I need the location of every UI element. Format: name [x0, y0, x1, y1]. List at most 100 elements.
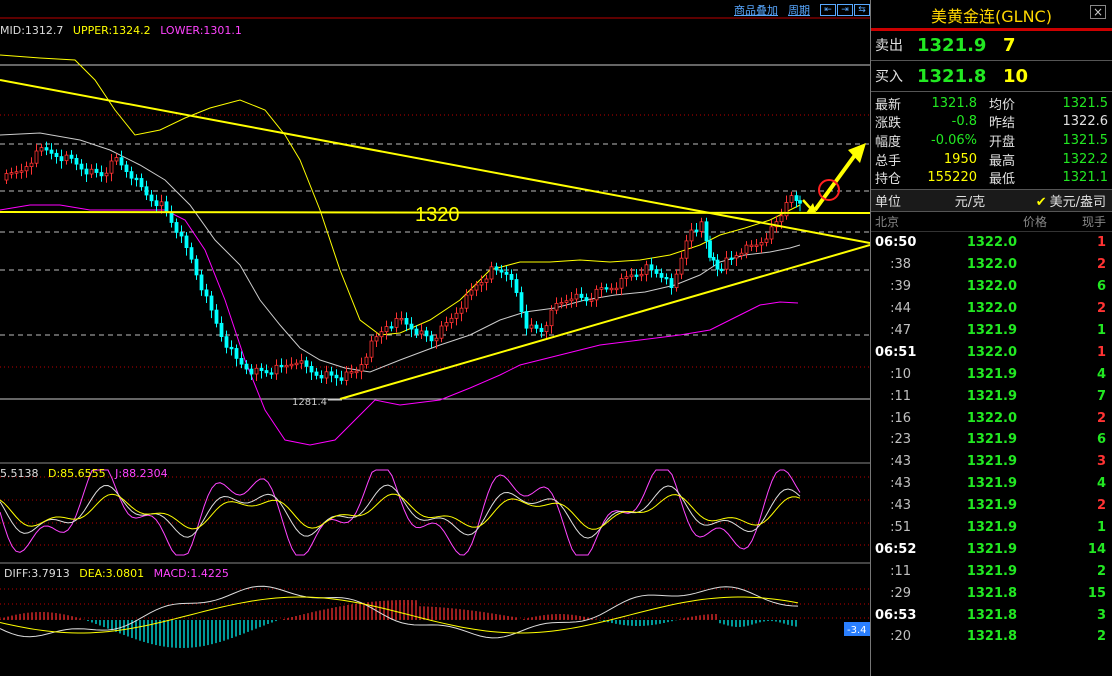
candle-body [524, 311, 529, 329]
candle-body [219, 322, 224, 338]
candle-body [104, 172, 109, 177]
stat-label: 持仓 [875, 172, 902, 188]
candle-body [9, 172, 14, 175]
unit-option-gram[interactable]: 元/克 [954, 194, 986, 210]
kline-chart-area[interactable]: 1320 1281.4 -3.4 MID:1312.7 UPPER:1324.2 L… [0, 0, 870, 676]
tick-row: :38 1322.0 2 [871, 254, 1112, 276]
candle-body [304, 360, 309, 367]
candle-body [649, 264, 654, 270]
candle-body [629, 274, 634, 278]
buy-qty: 10 [1003, 65, 1029, 87]
tick-time: :29 [890, 585, 911, 601]
stat-row: 最新 1321.8 均价 1321.5 [875, 94, 1108, 113]
candle-body [519, 292, 524, 313]
kline-chart[interactable]: 1320 1281.4 -3.4 [0, 0, 870, 676]
tick-time: :43 [890, 498, 911, 514]
candle-body [504, 271, 509, 275]
candle-body [674, 273, 679, 289]
stat-row: 幅度 -0.06% 开盘 1321.5 [875, 131, 1108, 150]
tick-qty: 2 [1096, 563, 1106, 579]
stats-grid: 最新 1321.8 均价 1321.5 涨跌 -0.8 昨结 1322.6 幅度 -0.06% 开盘… [871, 92, 1112, 190]
stat-label: 最低 [989, 172, 1016, 188]
candle-body [464, 294, 469, 309]
candle-body [239, 357, 244, 365]
candle-body [29, 162, 34, 167]
candle-body [309, 365, 314, 373]
stat-value: 1322.2 [1062, 151, 1109, 167]
stat-label: 均价 [989, 97, 1016, 113]
tick-price: 1321.9 [966, 432, 1017, 448]
tick-list[interactable]: 06:50 1322.0 1:38 1322.0 2:39 1322.0 6:44 1322.… [871, 232, 1112, 648]
check-icon: ✔ [1035, 194, 1047, 210]
candle-body [64, 154, 69, 162]
candle-body [124, 164, 129, 172]
scroll-left-icon[interactable]: ⇤ [820, 4, 836, 16]
period-button[interactable]: 周期 [788, 4, 810, 17]
down-arrow-head [806, 203, 816, 213]
candle-body [349, 371, 354, 374]
candle-body [274, 364, 279, 375]
kdj-j-value: J:88.2304 [115, 467, 168, 480]
tick-price: 1321.9 [966, 366, 1017, 382]
candle-body [139, 178, 144, 188]
stat-label: 开盘 [989, 134, 1016, 150]
candle-body [589, 299, 594, 302]
tick-time: :11 [890, 563, 911, 579]
overlay-button[interactable]: 商品叠加 [734, 4, 778, 17]
candle-body [604, 287, 609, 290]
tick-qty: 1 [1096, 344, 1106, 360]
candle-body [89, 168, 94, 175]
macd-indicator-line: DIFF:3.7913 DEA:3.0801 MACD:1.4225 [4, 567, 235, 580]
boll-indicator-line: MID:1312.7 UPPER:1324.2 LOWER:1301.1 [0, 24, 248, 37]
candle-body [354, 370, 359, 374]
tick-price: 1321.8 [966, 607, 1017, 623]
tick-price: 1322.0 [966, 344, 1017, 360]
tick-time: :11 [890, 388, 911, 404]
boll-upper-line [0, 54, 801, 336]
candle-body [719, 268, 724, 272]
candle-body [109, 160, 114, 174]
stat-value: 1322.6 [1062, 114, 1109, 130]
stat-value: 1950 [943, 151, 977, 167]
candle-body [584, 297, 589, 302]
candle-body [19, 170, 24, 173]
tick-row: 06:53 1321.8 3 [871, 604, 1112, 626]
candle-body [389, 326, 394, 329]
candle-body [4, 173, 9, 181]
unit-option-ounce[interactable]: ✔ 美元/盎司 [1025, 191, 1112, 210]
tick-time: 06:51 [875, 344, 917, 360]
close-icon[interactable]: × [1090, 5, 1106, 19]
candle-body [59, 156, 64, 162]
kdj-k-value: 5.5138 [0, 467, 39, 480]
zoom-in-icon[interactable]: ⇥ [837, 4, 853, 16]
sell-qty: 7 [1003, 34, 1016, 56]
tick-qty: 15 [1087, 585, 1106, 601]
tick-row: :11 1321.9 2 [871, 560, 1112, 582]
candle-body [24, 166, 29, 172]
tick-header-qty: 现手 [1081, 214, 1106, 229]
tick-time: :51 [890, 519, 911, 535]
candle-body [554, 302, 559, 311]
sell-row: 卖出 1321.9 7 [871, 30, 1112, 61]
zoom-out-icon[interactable]: ⇆ [854, 4, 870, 16]
tick-time: :20 [890, 629, 911, 645]
kdj-d-line [0, 493, 801, 530]
macd-dea-value: DEA:3.0801 [79, 567, 145, 580]
candle-body [414, 328, 419, 335]
candle-body [539, 327, 544, 333]
candle-body [119, 157, 124, 166]
candle-body [364, 356, 369, 366]
candle-body [229, 346, 234, 350]
candle-body [484, 278, 489, 283]
tick-price: 1321.8 [966, 629, 1017, 645]
candle-body [334, 374, 339, 379]
candle-body [499, 269, 504, 273]
candle-body [394, 318, 399, 328]
candle-body [314, 371, 319, 376]
candle-body [514, 279, 519, 294]
candle-body [664, 276, 669, 280]
candle-body [654, 269, 659, 274]
candle-body [209, 295, 214, 311]
boll-upper-value: UPPER:1324.2 [72, 24, 151, 37]
stat-value: 1321.1 [1062, 170, 1109, 186]
